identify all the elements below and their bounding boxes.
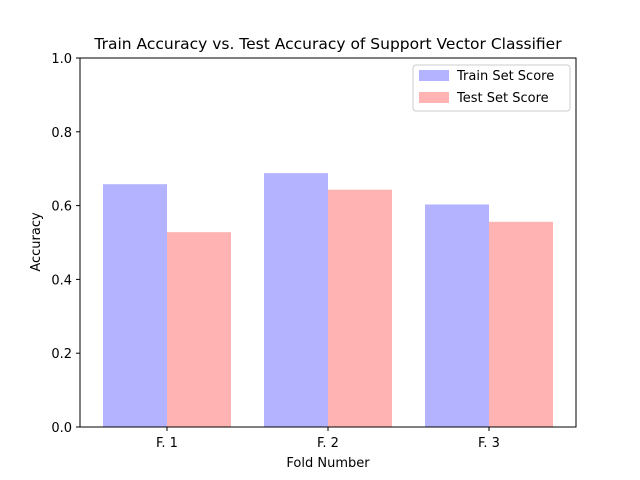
y-tick-label-4: 0.8 bbox=[51, 126, 72, 141]
bars-group bbox=[103, 173, 553, 427]
chart-title: Train Accuracy vs. Test Accuracy of Supp… bbox=[93, 35, 562, 53]
bar-train-2 bbox=[264, 173, 328, 427]
bar-test-3 bbox=[489, 221, 553, 427]
x-axis-label: Fold Number bbox=[286, 456, 370, 471]
legend-swatch-test bbox=[419, 92, 449, 103]
y-tick-label-5: 1.0 bbox=[51, 52, 72, 67]
legend: Train Set Score Test Set Score bbox=[412, 64, 571, 112]
legend-frame bbox=[412, 64, 571, 112]
y-tick-label-3: 0.6 bbox=[51, 200, 72, 215]
legend-swatch-train bbox=[419, 70, 449, 81]
x-tick-label-2: F. 2 bbox=[317, 436, 339, 451]
x-tick-label-3: F. 3 bbox=[478, 436, 500, 451]
y-tick-label-1: 0.2 bbox=[51, 347, 72, 362]
y-axis: 0.0 0.2 0.4 0.6 0.8 1.0 bbox=[51, 52, 80, 436]
bar-test-2 bbox=[328, 189, 392, 427]
y-tick-label-0: 0.0 bbox=[51, 421, 72, 436]
legend-label-test: Test Set Score bbox=[456, 91, 549, 106]
bar-train-1 bbox=[103, 184, 167, 427]
x-axis: F. 1 F. 2 F. 3 bbox=[156, 427, 500, 451]
y-tick-label-2: 0.4 bbox=[51, 273, 72, 288]
bar-train-3 bbox=[425, 204, 489, 427]
bar-test-1 bbox=[167, 232, 231, 427]
x-tick-label-1: F. 1 bbox=[156, 436, 178, 451]
legend-label-train: Train Set Score bbox=[456, 69, 554, 84]
y-axis-label: Accuracy bbox=[29, 212, 44, 272]
